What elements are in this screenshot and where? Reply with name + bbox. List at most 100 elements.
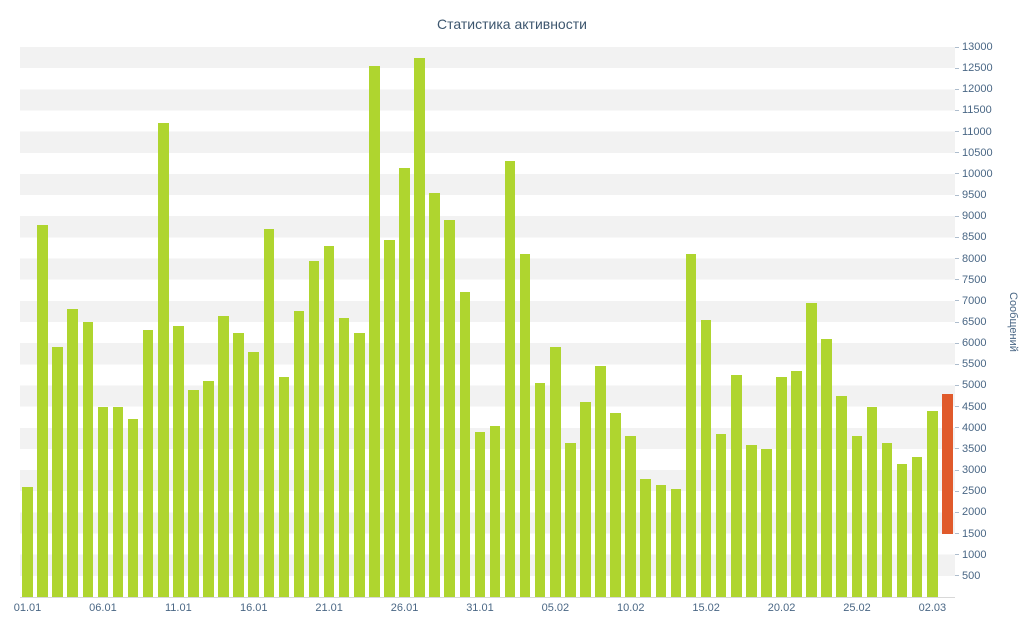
bar-17.02[interactable] (730, 374, 742, 597)
bar-column (35, 47, 50, 597)
y-tick-label: 11500 (955, 104, 992, 116)
bar-31.01[interactable] (474, 432, 486, 597)
bar-13.02[interactable] (670, 489, 682, 597)
plot-area (20, 47, 955, 598)
bar-column (171, 47, 186, 597)
bar-24.02[interactable] (836, 396, 848, 597)
bar-15.01[interactable] (233, 332, 244, 597)
bar-23.01[interactable] (353, 332, 365, 597)
bar-column (110, 47, 125, 597)
bar-column (789, 47, 804, 597)
bar-column (683, 47, 698, 597)
bar-23.02[interactable] (821, 338, 832, 597)
y-tick-label: 2500 (955, 485, 986, 497)
bar-29.01[interactable] (444, 220, 456, 597)
bar-column (276, 47, 291, 597)
bar-04.02[interactable] (534, 383, 546, 597)
bar-03.01[interactable] (52, 347, 63, 597)
bar-27.02[interactable] (881, 442, 893, 597)
bar-12.02[interactable] (655, 484, 667, 597)
bar-column (50, 47, 65, 597)
bar-16.01[interactable] (248, 351, 259, 597)
bar-25.01[interactable] (384, 239, 395, 597)
bar-24.01[interactable] (369, 66, 380, 597)
x-tick-label: 02.03 (918, 602, 947, 614)
bar-12.01[interactable] (188, 389, 199, 597)
bar-28.02[interactable] (896, 463, 908, 597)
bar-21.01[interactable] (323, 245, 335, 597)
bar-13.01[interactable] (203, 381, 214, 597)
bar-26.01[interactable] (399, 167, 410, 597)
bar-column (427, 47, 442, 597)
bar-20.02[interactable] (776, 377, 787, 597)
bar-27.01[interactable] (414, 57, 425, 597)
bar-04.01[interactable] (67, 309, 79, 597)
y-tick-label: 9000 (955, 210, 986, 222)
bar-column (216, 47, 231, 597)
bar-20.01[interactable] (308, 260, 320, 597)
bar-01.01[interactable] (22, 487, 33, 597)
bar-column (804, 47, 819, 597)
bar-09.02[interactable] (610, 412, 621, 597)
bar-column (231, 47, 246, 597)
bar-14.02[interactable] (685, 254, 697, 597)
bar-15.02[interactable] (700, 319, 712, 597)
bar-11.01[interactable] (173, 326, 184, 597)
bar-22.01[interactable] (338, 317, 350, 597)
y-tick-label: 4500 (955, 401, 986, 413)
bar-14.01[interactable] (218, 315, 229, 597)
y-tick-label: 500 (955, 570, 980, 582)
bar-02.01[interactable] (37, 224, 48, 597)
bar-21.02[interactable] (791, 370, 802, 597)
y-tick-label: 11000 (955, 126, 992, 138)
bar-11.02[interactable] (640, 478, 652, 597)
bar-19.02[interactable] (761, 448, 772, 597)
bar-column (895, 47, 910, 597)
bar-08.01[interactable] (127, 419, 139, 597)
bar-07.02[interactable] (580, 402, 591, 597)
x-tick-label: 01.01 (13, 602, 42, 614)
x-tick-label: 16.01 (239, 602, 268, 614)
bar-30.01[interactable] (459, 292, 471, 597)
bar-25.02[interactable] (851, 436, 863, 597)
bar-18.01[interactable] (278, 377, 290, 597)
bar-10.01[interactable] (157, 123, 169, 597)
bar-column (261, 47, 276, 597)
bar-09.01[interactable] (142, 330, 154, 597)
bar-02.02[interactable] (504, 161, 516, 597)
bar-28.01[interactable] (429, 192, 440, 597)
bar-07.01[interactable] (112, 406, 124, 597)
bar-18.02[interactable] (746, 444, 757, 597)
bar-02.03[interactable] (926, 410, 938, 597)
bar-column (397, 47, 412, 597)
bar-08.02[interactable] (595, 366, 606, 597)
bar-19.01[interactable] (293, 311, 305, 597)
bar-26.02[interactable] (866, 406, 878, 597)
bar-column (442, 47, 457, 597)
y-tick-label: 1000 (955, 549, 986, 561)
bar-05.01[interactable] (82, 322, 94, 597)
y-tick-label: 10500 (955, 147, 993, 159)
bar-01.03[interactable] (911, 457, 923, 597)
bar-17.01[interactable] (263, 228, 275, 597)
bar-01.02[interactable] (489, 425, 501, 597)
bar-column (352, 47, 367, 597)
bar-03.03[interactable] (942, 393, 953, 534)
bar-column (714, 47, 729, 597)
bar-column (729, 47, 744, 597)
y-tick-label: 13000 (955, 41, 993, 53)
bar-10.02[interactable] (625, 436, 636, 597)
bar-16.02[interactable] (715, 434, 727, 597)
bar-05.02[interactable] (549, 347, 561, 597)
bar-column (126, 47, 141, 597)
bar-06.02[interactable] (565, 442, 576, 597)
bar-22.02[interactable] (806, 302, 817, 597)
x-tick-label: 06.01 (89, 602, 117, 614)
bar-03.02[interactable] (519, 254, 531, 597)
bar-06.01[interactable] (97, 406, 109, 597)
bar-column (864, 47, 879, 597)
y-tick-label: 3000 (955, 464, 986, 476)
x-tick-label: 15.02 (692, 602, 720, 614)
y-tick-label: 5500 (955, 358, 986, 370)
